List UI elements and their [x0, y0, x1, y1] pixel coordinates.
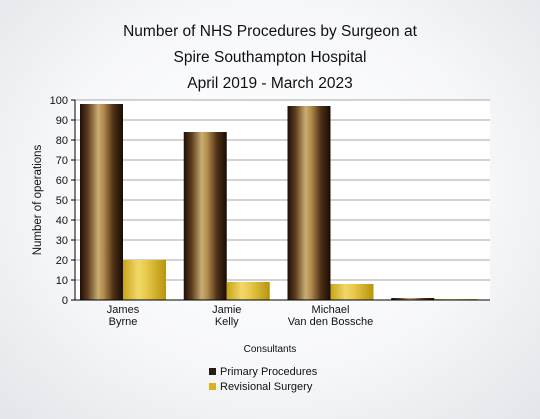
y-tick-label: 10 [56, 275, 68, 287]
x-tick-label: James [107, 304, 140, 316]
chart-title-line-3: April 2019 - March 2023 [187, 75, 353, 92]
x-tick-label: Michael [312, 304, 350, 316]
bars [80, 104, 478, 300]
legend-label-primary: Primary Procedures [220, 365, 318, 378]
y-tick-label: 40 [56, 215, 68, 227]
chart-title-line-1: Number of NHS Procedures by Surgeon at [123, 23, 417, 40]
bar-primary-3 [391, 298, 435, 300]
y-tick-label: 90 [56, 115, 68, 127]
y-tick-label: 20 [56, 255, 68, 267]
y-tick-label: 100 [50, 95, 68, 107]
x-tick-label: Van den Bossche [288, 316, 373, 328]
x-axis-label: Consultants [243, 344, 297, 355]
y-tick-label: 70 [56, 155, 68, 167]
legend-swatch-primary [209, 368, 216, 375]
bar-revisional-2 [330, 284, 374, 300]
bar-revisional-0 [123, 260, 166, 300]
y-tick-label: 30 [56, 235, 68, 247]
y-tick-label: 80 [56, 135, 68, 147]
legend-swatch-revisional [209, 383, 216, 390]
legend-item-revisional: Revisional Surgery [209, 379, 317, 394]
bar-primary-0 [80, 104, 123, 300]
x-tick-label: Byrne [109, 316, 138, 328]
x-tick-label: Kelly [215, 316, 239, 328]
y-tick-label: 60 [56, 175, 68, 187]
bar-revisional-1 [226, 282, 270, 300]
x-tick-label: Jamie [212, 304, 241, 316]
y-tick-label: 50 [56, 195, 68, 207]
legend-label-revisional: Revisional Surgery [220, 380, 313, 393]
bar-primary-2 [287, 106, 331, 300]
y-tick-label: 0 [62, 295, 68, 307]
chart-title-line-2: Spire Southampton Hospital [173, 49, 367, 66]
legend-item-primary: Primary Procedures [209, 364, 317, 379]
legend: Primary Procedures Revisional Surgery [209, 364, 317, 394]
y-tick-labels: 0 10 20 30 40 50 60 70 80 90 100 [50, 95, 68, 307]
bar-primary-1 [183, 132, 227, 300]
y-axis-label: Number of operations [32, 144, 44, 255]
